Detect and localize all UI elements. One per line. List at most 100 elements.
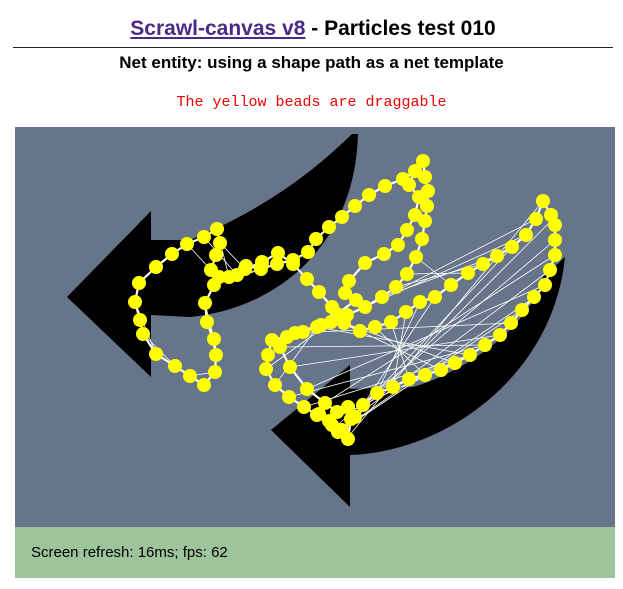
draggable-bead[interactable] (132, 276, 146, 290)
draggable-bead[interactable] (348, 199, 362, 213)
draggable-bead[interactable] (505, 240, 519, 254)
draggable-bead[interactable] (490, 249, 504, 263)
draggable-bead[interactable] (418, 368, 432, 382)
draggable-bead[interactable] (448, 356, 462, 370)
draggable-bead[interactable] (356, 398, 370, 412)
draggable-bead[interactable] (386, 380, 400, 394)
demo-canvas[interactable] (15, 127, 615, 527)
draggable-bead[interactable] (358, 256, 372, 270)
draggable-bead[interactable] (283, 360, 297, 374)
draggable-bead[interactable] (200, 315, 214, 329)
draggable-bead[interactable] (529, 212, 543, 226)
draggable-bead[interactable] (504, 316, 518, 330)
draggable-bead[interactable] (312, 285, 326, 299)
draggable-bead[interactable] (261, 348, 275, 362)
draggable-bead[interactable] (342, 274, 356, 288)
draggable-bead[interactable] (254, 262, 268, 276)
draggable-bead[interactable] (384, 315, 398, 329)
draggable-bead[interactable] (297, 400, 311, 414)
draggable-bead[interactable] (309, 232, 323, 246)
draggable-bead[interactable] (149, 260, 163, 274)
draggable-bead[interactable] (400, 267, 414, 281)
draggable-bead[interactable] (128, 295, 142, 309)
draggable-bead[interactable] (399, 305, 413, 319)
draggable-bead[interactable] (271, 246, 285, 260)
draggable-bead[interactable] (212, 270, 226, 284)
draggable-bead[interactable] (420, 199, 434, 213)
draggable-bead[interactable] (198, 296, 212, 310)
draggable-bead[interactable] (210, 222, 224, 236)
draggable-bead[interactable] (286, 253, 300, 267)
draggable-bead[interactable] (288, 326, 302, 340)
draggable-bead[interactable] (476, 257, 490, 271)
draggable-bead[interactable] (463, 348, 477, 362)
draggable-bead[interactable] (282, 390, 296, 404)
draggable-bead[interactable] (348, 410, 362, 424)
draggable-bead[interactable] (149, 347, 163, 361)
draggable-bead[interactable] (197, 230, 211, 244)
draggable-bead[interactable] (461, 266, 475, 280)
draggable-bead[interactable] (544, 208, 558, 222)
draggable-bead[interactable] (273, 340, 287, 354)
draggable-bead[interactable] (259, 362, 273, 376)
draggable-bead[interactable] (136, 327, 150, 341)
draggable-bead[interactable] (416, 154, 430, 168)
draggable-bead[interactable] (341, 400, 355, 414)
draggable-bead[interactable] (270, 257, 284, 271)
draggable-bead[interactable] (208, 365, 222, 379)
canvas-scene[interactable] (15, 127, 615, 527)
draggable-bead[interactable] (209, 248, 223, 262)
draggable-bead[interactable] (402, 372, 416, 386)
draggable-bead[interactable] (268, 378, 282, 392)
draggable-bead[interactable] (325, 418, 339, 432)
draggable-bead[interactable] (209, 348, 223, 362)
draggable-bead[interactable] (543, 263, 557, 277)
draggable-bead[interactable] (368, 320, 382, 334)
draggable-bead[interactable] (548, 233, 562, 247)
draggable-bead[interactable] (391, 238, 405, 252)
draggable-bead[interactable] (330, 405, 344, 419)
draggable-bead[interactable] (378, 179, 392, 193)
draggable-bead[interactable] (478, 338, 492, 352)
draggable-bead[interactable] (312, 407, 326, 421)
draggable-bead[interactable] (515, 303, 529, 317)
draggable-bead[interactable] (402, 178, 416, 192)
draggable-bead[interactable] (408, 164, 422, 178)
draggable-bead[interactable] (230, 268, 244, 282)
draggable-bead[interactable] (538, 278, 552, 292)
draggable-bead[interactable] (362, 188, 376, 202)
draggable-bead[interactable] (400, 223, 414, 237)
draggable-bead[interactable] (300, 382, 314, 396)
draggable-bead[interactable] (335, 210, 349, 224)
draggable-bead[interactable] (314, 318, 328, 332)
draggable-bead[interactable] (349, 293, 363, 307)
draggable-bead[interactable] (183, 369, 197, 383)
draggable-bead[interactable] (197, 378, 211, 392)
draggable-bead[interactable] (519, 228, 533, 242)
draggable-bead[interactable] (330, 307, 344, 321)
draggable-bead[interactable] (409, 250, 423, 264)
draggable-bead[interactable] (548, 248, 562, 262)
draggable-bead[interactable] (180, 237, 194, 251)
draggable-bead[interactable] (527, 290, 541, 304)
draggable-bead[interactable] (301, 245, 315, 259)
draggable-bead[interactable] (415, 232, 429, 246)
draggable-bead[interactable] (536, 194, 550, 208)
draggable-bead[interactable] (413, 295, 427, 309)
draggable-bead[interactable] (377, 247, 391, 261)
draggable-bead[interactable] (168, 359, 182, 373)
draggable-bead[interactable] (434, 363, 448, 377)
draggable-bead[interactable] (375, 290, 389, 304)
draggable-bead[interactable] (408, 208, 422, 222)
draggable-bead[interactable] (370, 386, 384, 400)
draggable-bead[interactable] (493, 328, 507, 342)
draggable-bead[interactable] (444, 278, 458, 292)
draggable-bead[interactable] (412, 190, 426, 204)
draggable-bead[interactable] (133, 313, 147, 327)
scrawl-canvas-home-link[interactable]: Scrawl-canvas v8 (130, 17, 306, 40)
draggable-bead[interactable] (389, 280, 403, 294)
draggable-bead[interactable] (165, 247, 179, 261)
draggable-bead[interactable] (428, 290, 442, 304)
draggable-bead[interactable] (318, 396, 332, 410)
draggable-bead[interactable] (353, 324, 367, 338)
